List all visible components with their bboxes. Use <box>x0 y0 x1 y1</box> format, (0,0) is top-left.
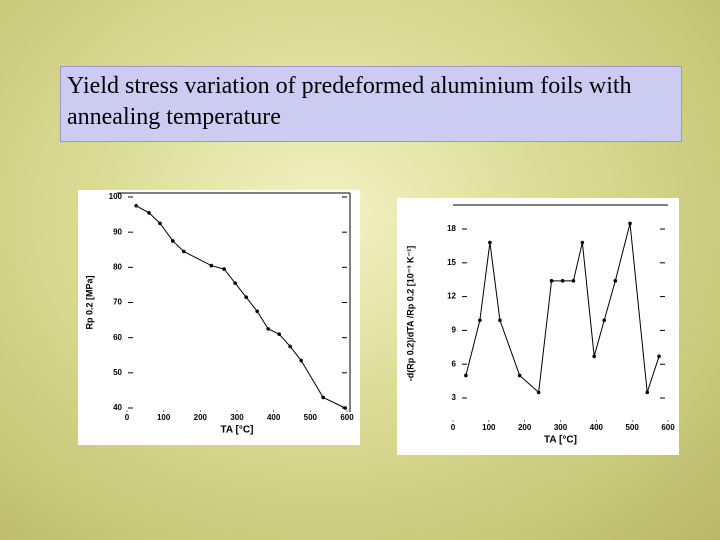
x-tick-label: 100 <box>157 413 171 422</box>
data-point <box>592 354 596 359</box>
data-line <box>135 205 346 409</box>
data-point <box>299 358 303 363</box>
x-tick-label: 400 <box>590 423 604 432</box>
data-point <box>209 263 214 268</box>
x-tick-label: 500 <box>625 423 639 432</box>
data-point <box>222 267 226 271</box>
data-point <box>628 221 632 226</box>
data-point <box>478 318 482 323</box>
y-tick-label: 100 <box>109 192 123 201</box>
y-tick-label: 18 <box>447 224 456 233</box>
y-tick-label: 50 <box>113 368 122 377</box>
data-point <box>182 249 186 254</box>
data-point <box>498 318 502 323</box>
x-tick-label: 0 <box>451 423 456 432</box>
data-point <box>657 354 661 359</box>
y-tick-label: 80 <box>113 262 122 271</box>
data-point <box>288 344 292 349</box>
x-tick-label: 300 <box>230 413 244 422</box>
data-line <box>465 223 660 394</box>
data-point <box>134 203 138 208</box>
y-axis-label: -d(Rp 0.2)/dTA /Rp 0.2 [10⁻³ K⁻¹] <box>405 246 415 382</box>
data-point <box>549 279 554 283</box>
slide-title: Yield stress variation of predeformed al… <box>60 66 682 142</box>
data-point <box>233 281 237 285</box>
data-point <box>343 406 347 410</box>
x-tick-label: 100 <box>482 423 496 432</box>
chart-panel <box>397 198 679 455</box>
data-point <box>613 279 618 283</box>
chart-panel <box>78 190 360 445</box>
y-tick-label: 15 <box>447 258 456 267</box>
x-tick-label: 300 <box>554 423 568 432</box>
x-axis-label: TA [°C] <box>221 425 254 436</box>
data-point <box>244 295 248 300</box>
y-tick-label: 12 <box>447 292 456 301</box>
y-tick-label: 70 <box>113 298 122 307</box>
data-point <box>266 327 270 331</box>
data-point <box>147 211 151 215</box>
data-point <box>536 390 541 395</box>
data-point <box>158 221 162 226</box>
x-tick-label: 400 <box>267 413 281 422</box>
y-tick-label: 3 <box>452 393 457 402</box>
data-point <box>645 390 650 395</box>
y-tick-label: 9 <box>452 326 457 335</box>
data-point <box>560 279 565 283</box>
x-tick-label: 600 <box>340 413 354 422</box>
data-point <box>602 318 607 323</box>
x-tick-label: 200 <box>518 423 532 432</box>
data-point <box>171 239 175 243</box>
data-point <box>517 373 522 378</box>
x-tick-label: 600 <box>661 423 675 432</box>
y-tick-label: 90 <box>113 227 122 236</box>
y-tick-label: 60 <box>113 333 122 342</box>
data-point <box>580 240 585 245</box>
data-point <box>488 240 492 245</box>
data-point <box>571 279 576 283</box>
x-axis-label: TA [°C] <box>544 435 577 446</box>
y-tick-label: 6 <box>452 359 457 368</box>
y-axis-label: Rp 0.2 [MPa] <box>84 275 94 329</box>
x-tick-label: 0 <box>125 413 130 422</box>
data-point <box>255 309 259 314</box>
data-point <box>277 332 281 336</box>
data-point <box>464 373 468 378</box>
x-tick-label: 200 <box>194 413 208 422</box>
data-point <box>321 395 325 400</box>
y-tick-label: 40 <box>113 403 122 412</box>
x-tick-label: 500 <box>304 413 318 422</box>
